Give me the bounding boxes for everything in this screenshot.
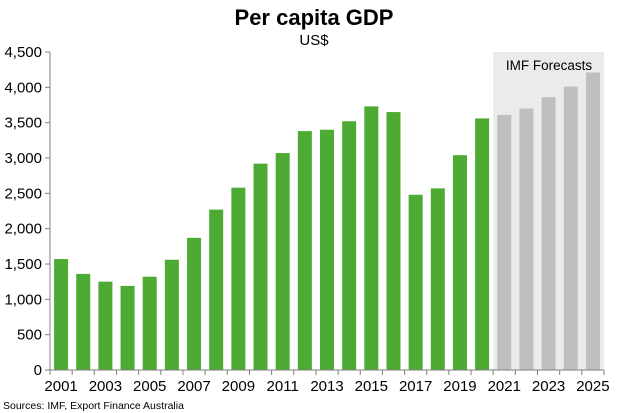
x-tick-label: 2007 <box>177 378 210 395</box>
y-tick-label: 2,500 <box>4 185 42 202</box>
y-tick-label: 500 <box>17 327 42 344</box>
bar-2005 <box>142 276 157 370</box>
x-tick-label: 2015 <box>355 378 388 395</box>
bar-2015 <box>364 106 379 370</box>
bar-2008 <box>209 209 224 370</box>
y-tick-label: 1,000 <box>4 291 42 308</box>
x-tick-label: 2001 <box>44 378 77 395</box>
bar-2002 <box>76 273 91 370</box>
y-tick-label: 3,000 <box>4 150 42 167</box>
bar-2011 <box>275 153 290 370</box>
bar-2013 <box>320 129 334 370</box>
bar-2006 <box>164 259 179 370</box>
x-tick-label: 2019 <box>443 378 476 395</box>
y-tick-label: 4,500 <box>4 44 42 61</box>
y-tick-label: 0 <box>34 362 42 379</box>
source-note: Sources: IMF, Export Finance Australia <box>3 400 184 412</box>
y-tick-label: 2,000 <box>4 221 42 238</box>
x-tick-label: 2017 <box>399 378 432 395</box>
bar-2009 <box>231 187 246 370</box>
y-tick-label: 3,500 <box>4 115 42 132</box>
bar-2003 <box>98 281 113 370</box>
bar-2021-forecast <box>497 114 512 370</box>
bar-2020 <box>475 118 490 370</box>
x-tick-label: 2023 <box>532 378 565 395</box>
chart-title: Per capita GDP <box>235 5 394 30</box>
bar-2024-forecast <box>563 86 578 371</box>
forecast-label: IMF Forecasts <box>506 58 593 73</box>
x-tick-label: 2025 <box>576 378 609 395</box>
bar-2016 <box>386 112 401 371</box>
bar-2012 <box>297 131 312 370</box>
x-tick-label: 2011 <box>267 378 299 395</box>
chart-subtitle: US$ <box>299 32 329 49</box>
bar-2022-forecast <box>519 108 534 371</box>
bar-2004 <box>120 285 135 370</box>
x-tick-label: 2021 <box>488 378 521 395</box>
bar-2014 <box>342 121 357 371</box>
bar-2007 <box>187 237 202 370</box>
bar-2018 <box>430 188 445 370</box>
y-tick-label: 1,500 <box>4 256 42 273</box>
x-tick-label: 2009 <box>222 378 255 395</box>
y-tick-label: 4,000 <box>4 79 42 96</box>
bar-2001 <box>54 259 69 370</box>
x-tick-label: 2013 <box>310 378 343 395</box>
bar-2017 <box>408 194 423 370</box>
bar-2025-forecast <box>585 72 600 370</box>
bar-2010 <box>253 163 268 370</box>
x-tick-label: 2005 <box>133 378 166 395</box>
bar-2023-forecast <box>541 97 556 370</box>
bar-2019 <box>452 155 467 370</box>
x-tick-label: 2003 <box>89 378 122 395</box>
